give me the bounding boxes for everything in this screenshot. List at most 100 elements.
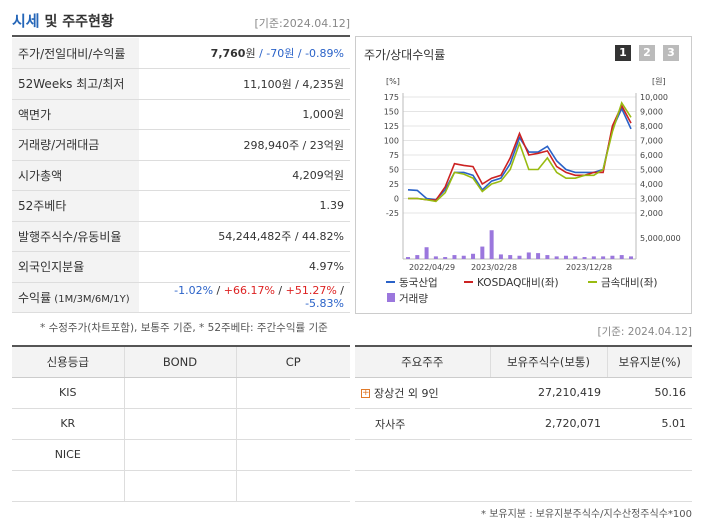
holder-shares [490, 439, 607, 471]
legend-label: 거래량 [399, 293, 428, 305]
col-header: 보유지분(%) [607, 346, 692, 378]
row-label: 발행주식수/유동비율 [12, 221, 139, 252]
table-row [355, 439, 692, 471]
holder-name-cell[interactable]: + 장상건 외 9인 [355, 377, 490, 409]
table-cell [124, 470, 237, 502]
left-tick-label: 75 [389, 151, 399, 160]
table-cell: KR [12, 408, 125, 440]
series-line [408, 103, 632, 202]
volume-bar [415, 255, 420, 259]
volume-bar [601, 256, 606, 259]
row-value: 298,940주 / 23억원 [139, 129, 350, 161]
title-main: 시세 [12, 12, 40, 30]
col-header: 신용등급 [12, 346, 125, 378]
right-tick-label: 2,000 [640, 209, 663, 218]
table-row: + 장상건 외 9인 27,210,419 50.16 [355, 377, 692, 409]
table-cell: NICE [12, 439, 125, 471]
volume-bar [406, 257, 410, 259]
row-label: 외국인지분율 [12, 251, 139, 283]
left-tick-label: -25 [386, 209, 399, 218]
right-tick-label: 9,000 [640, 108, 663, 117]
row-value: 54,244,482주 / 44.82% [139, 221, 350, 252]
left-tick-label: 150 [384, 108, 399, 117]
row-value: 1.39 [139, 190, 350, 222]
left-tick-label: 100 [384, 137, 399, 146]
row-label: 시가총액 [12, 160, 139, 191]
row-value: 7,760원 / -70원 / -0.89% [139, 38, 350, 69]
title-divider [12, 35, 350, 37]
section-title: 시세 및 주주현황 [기준:2024.04.12] [12, 10, 350, 36]
holder-pct: 5.01 [607, 408, 692, 440]
return-6m: +51.27% [285, 284, 337, 298]
table-row: 수익률 (1M/3M/6M/1Y) -1.02% / +66.17% / +51… [12, 282, 350, 313]
holder-name: 자사주 [375, 417, 406, 431]
tab-3[interactable]: 3 [663, 45, 679, 61]
row-label: 52주베타 [12, 190, 139, 222]
right-tick-label: 10,000 [640, 93, 668, 102]
table-row: 자사주 2,720,071 5.01 [355, 408, 692, 440]
col-header: CP [236, 346, 350, 378]
row-label: 액면가 [12, 99, 139, 130]
tab-1[interactable]: 1 [615, 45, 631, 61]
volume-bar [461, 255, 466, 259]
right-tick-label: 6,000 [640, 151, 663, 160]
right-tick-label: 3,000 [640, 195, 663, 204]
left-unit: [%] [386, 77, 400, 86]
table-cell [124, 408, 237, 440]
return-periods: (1M/3M/6M/1Y) [51, 293, 130, 305]
holder-pct [607, 470, 692, 502]
table-row: KR [12, 408, 350, 440]
holder-name: 장상건 외 9인 [374, 386, 439, 400]
table-row: 외국인지분율 4.97% [12, 251, 350, 283]
x-tick-label: 2023/12/28 [566, 263, 612, 272]
volume-bar [452, 255, 457, 259]
right-tick-label: 5,000 [640, 166, 663, 175]
volume-tick-label: 5,000,000 [640, 234, 681, 243]
price-value: 7,760 [210, 47, 246, 60]
table-row [355, 470, 692, 502]
row-label: 거래량/거래대금 [12, 129, 139, 161]
x-tick-label: 2023/02/28 [471, 263, 517, 272]
footnote-price: * 수정주가(차트포함), 보통주 기준, * 52주베타: 주간수익률 기준 [40, 322, 328, 334]
volume-bar [526, 252, 531, 259]
sep: / [278, 284, 286, 298]
return-1m: -1.02% [174, 284, 214, 298]
right-unit: [원] [652, 77, 666, 86]
holder-pct [607, 439, 692, 471]
table-row: KIS [12, 377, 350, 409]
row-value: 1,000원 [139, 99, 350, 130]
holder-shares: 27,210,419 [490, 377, 607, 409]
holder-shares: 2,720,071 [490, 408, 607, 440]
chart-tabs: 1 2 3 [615, 45, 679, 61]
volume-bar [563, 255, 568, 259]
basis-date-2: [기준: 2024.04.12] [597, 326, 692, 338]
left-tick-label: 0 [394, 195, 399, 204]
tab-2[interactable]: 2 [639, 45, 655, 61]
table-cell [236, 470, 350, 502]
volume-bar [471, 253, 476, 259]
table-row: 시가총액 4,209억원 [12, 160, 350, 191]
holder-name [355, 470, 490, 502]
volume-bar [433, 256, 438, 259]
table-cell [124, 439, 237, 471]
holder-shares [490, 470, 607, 502]
price-unit: 원 [245, 47, 256, 60]
volume-bar [573, 256, 578, 259]
table-row: 거래량/거래대금 298,940주 / 23억원 [12, 129, 350, 161]
col-header: 주요주주 [355, 346, 491, 378]
series-line [407, 106, 632, 201]
legend-swatch [387, 293, 395, 302]
volume-bar [554, 256, 559, 259]
footnote-holders: * 보유지분 : 보유지분주식수/지수산정주식수*100 [481, 509, 692, 520]
holder-name-cell: 자사주 [355, 408, 490, 440]
row-value: 4.97% [139, 251, 350, 283]
expand-icon[interactable]: + [361, 388, 370, 398]
x-tick-label: 2022/04/29 [409, 263, 455, 272]
volume-bar [424, 247, 429, 259]
right-tick-label: 4,000 [640, 180, 663, 189]
series-line [408, 100, 632, 203]
table-row: 발행주식수/유동비율 54,244,482주 / 44.82% [12, 221, 350, 252]
volume-bar [480, 246, 485, 259]
title-sub: 및 주주현황 [39, 14, 114, 30]
return-3m: +66.17% [223, 284, 275, 298]
